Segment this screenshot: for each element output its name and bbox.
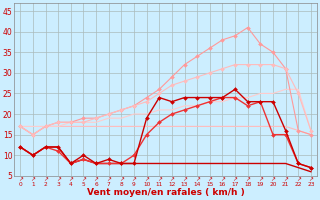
X-axis label: Vent moyen/en rafales ( km/h ): Vent moyen/en rafales ( km/h ) — [87, 188, 244, 197]
